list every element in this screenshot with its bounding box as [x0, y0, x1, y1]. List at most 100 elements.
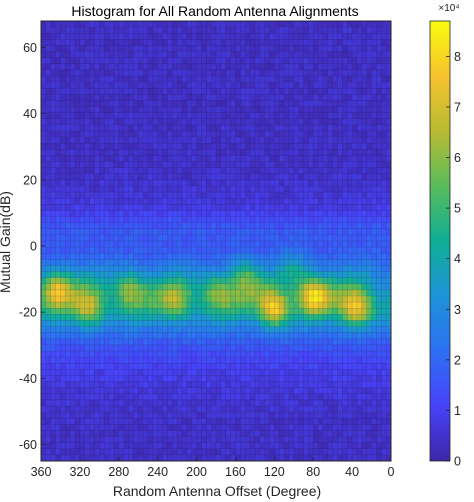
heatmap-cell — [138, 33, 144, 40]
heatmap-cell — [347, 210, 353, 217]
heatmap-cell — [303, 271, 309, 278]
heatmap-cell — [254, 320, 261, 327]
heatmap-cell — [55, 302, 61, 309]
heatmap-cell — [128, 454, 134, 462]
heatmap-cell — [89, 326, 95, 333]
heatmap-cell — [109, 106, 115, 113]
heatmap-cell — [186, 289, 192, 297]
heatmap-cell — [104, 442, 110, 450]
heatmap-cell — [288, 234, 295, 242]
heatmap-cell — [65, 161, 71, 168]
heatmap-cell — [55, 442, 61, 450]
heatmap-cell — [186, 137, 192, 144]
heatmap-cell — [123, 198, 129, 205]
heatmap-cell — [274, 418, 280, 425]
heatmap-cell — [147, 369, 154, 376]
heatmap-cell — [293, 247, 299, 254]
heatmap-cell — [264, 253, 270, 260]
heatmap-cell — [99, 363, 105, 370]
heatmap-cell — [172, 106, 178, 113]
heatmap-cell — [104, 198, 110, 205]
heatmap-cell — [191, 33, 197, 40]
heatmap-cell — [245, 406, 251, 413]
heatmap-cell — [201, 57, 207, 65]
heatmap-cell — [181, 369, 188, 376]
heatmap-cell — [172, 332, 178, 340]
heatmap-cell — [157, 424, 163, 431]
heatmap-cell — [342, 100, 348, 107]
heatmap-cell — [109, 173, 115, 181]
heatmap-cell — [269, 357, 275, 364]
heatmap-cell — [225, 198, 231, 205]
heatmap-cell — [322, 338, 329, 346]
heatmap-cell — [332, 124, 338, 132]
heatmap-cell — [371, 418, 377, 425]
heatmap-cell — [225, 76, 231, 83]
heatmap-cell — [240, 45, 246, 52]
heatmap-cell — [84, 137, 90, 144]
heatmap-cell — [65, 387, 71, 395]
heatmap-cell — [259, 265, 265, 272]
heatmap-cell — [138, 118, 144, 126]
heatmap-cell — [94, 314, 100, 321]
heatmap-cell — [75, 131, 81, 138]
heatmap-cell — [254, 106, 261, 113]
heatmap-cell — [342, 430, 348, 437]
heatmap-cell — [230, 33, 236, 40]
heatmap-cell — [75, 351, 81, 358]
heatmap-cell — [293, 375, 299, 382]
heatmap-cell — [79, 448, 86, 456]
heatmap-cell — [337, 259, 343, 266]
heatmap-cell — [318, 149, 324, 156]
heatmap-cell — [318, 167, 324, 175]
heatmap-cell — [152, 412, 158, 419]
heatmap-cell — [288, 57, 295, 65]
heatmap-cell — [133, 412, 139, 419]
heatmap-cell — [84, 406, 90, 413]
heatmap-cell — [75, 247, 81, 254]
heatmap-cell — [293, 271, 299, 278]
heatmap-cell — [366, 82, 372, 89]
heatmap-cell — [60, 265, 66, 272]
heatmap-cell — [288, 308, 295, 315]
heatmap-cell — [347, 167, 353, 175]
heatmap-cell — [138, 39, 144, 46]
heatmap-cell — [104, 412, 110, 419]
heatmap-cell — [298, 149, 304, 156]
heatmap-cell — [361, 143, 367, 150]
heatmap-cell — [220, 51, 227, 58]
heatmap-cell — [269, 234, 275, 242]
heatmap-cell — [337, 369, 343, 376]
heatmap-cell — [191, 143, 197, 150]
heatmap-cell — [45, 94, 52, 101]
heatmap-cell — [60, 393, 66, 401]
heatmap-cell — [70, 363, 76, 370]
heatmap-cell — [109, 344, 115, 352]
heatmap-cell — [138, 63, 144, 71]
heatmap-cell — [75, 76, 81, 83]
heatmap-cell — [366, 39, 372, 46]
heatmap-cell — [128, 124, 134, 132]
heatmap-cell — [361, 277, 367, 285]
heatmap-cell — [60, 69, 66, 77]
heatmap-cell — [269, 296, 275, 303]
heatmap-cell — [50, 424, 56, 431]
heatmap-cell — [274, 57, 280, 65]
heatmap-cell — [201, 357, 207, 364]
heatmap-cell — [60, 76, 66, 83]
heatmap-cell — [60, 216, 66, 223]
heatmap-cell — [361, 51, 367, 58]
heatmap-cell — [186, 94, 192, 101]
heatmap-cell — [147, 39, 154, 46]
heatmap-cell — [274, 204, 280, 211]
heatmap-cell — [147, 277, 154, 285]
heatmap-cell — [147, 406, 154, 413]
heatmap-cell — [84, 308, 90, 315]
heatmap-cell — [347, 363, 353, 370]
heatmap-cell — [264, 155, 270, 162]
heatmap-cell — [113, 76, 120, 83]
heatmap-cell — [216, 82, 222, 89]
heatmap-cell — [284, 344, 290, 352]
heatmap-cell — [128, 94, 134, 101]
heatmap-cell — [264, 430, 270, 437]
